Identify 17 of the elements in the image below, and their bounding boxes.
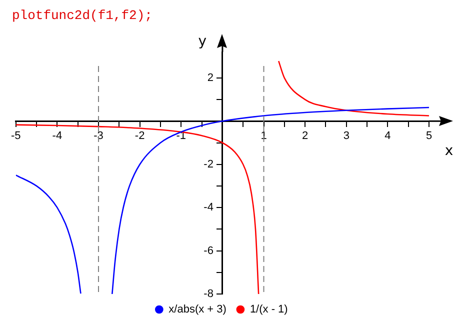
x-tick-label: -4 [52,130,62,142]
x-tick-label: -5 [11,130,21,142]
y-tick-label: -4 [204,202,214,214]
x-tick-label: 5 [426,130,432,142]
legend-label: x/abs(x + 3) [168,304,226,316]
y-tick-label: -2 [204,158,214,170]
x-tick-label: -2 [134,130,145,142]
text: plotfunc2d(f1,f2); [11,8,154,25]
x-tick-label: 3 [343,130,350,142]
y-tick-label: 2 [207,72,214,84]
y-tick-label: -6 [204,244,214,257]
x-tick-label: 2 [302,130,308,142]
x-tick-label: 4 [384,130,391,142]
y-axis-title: y [198,34,207,50]
x-axis-title: x [444,142,454,159]
legend-label: 1/(x - 1) [250,304,288,316]
y-tick-label: -8 [204,288,214,300]
